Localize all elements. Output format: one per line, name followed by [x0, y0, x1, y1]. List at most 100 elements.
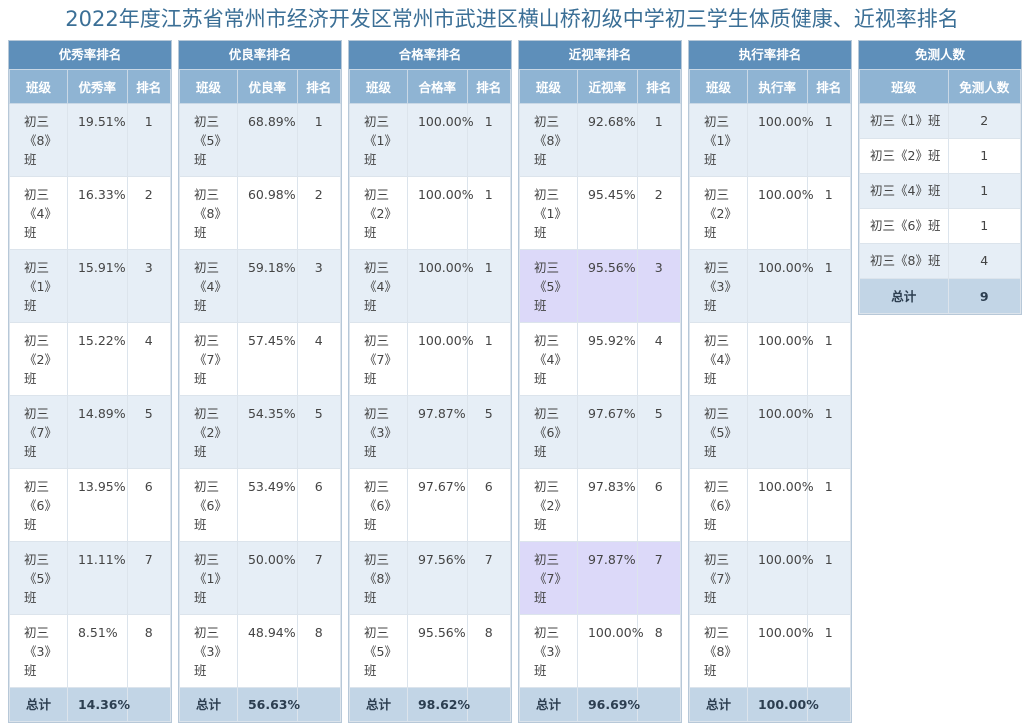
class-cell: 初三《3》班	[519, 614, 578, 688]
pass-rate-table: 班级 合格率 排名 初三《1》班 100.00% 1 初三《2》班 100.00% 1 初三《4》…	[349, 69, 512, 722]
column-header[interactable]: 免测人数	[947, 69, 1022, 104]
pass-rate-panel: 合格率排名 班级 合格率 排名 初三《1》班 100.00% 1 初三《2》班 100.00% 1…	[348, 40, 512, 723]
total-value: 100.00%	[746, 687, 819, 722]
rank-cell: 3	[126, 249, 172, 323]
class-cell: 初三《6》班	[349, 468, 408, 542]
rank-cell: 7	[296, 541, 342, 615]
class-cell: 初三《8》班	[689, 614, 748, 688]
table-row: 初三《5》班 95.56% 8	[349, 614, 512, 688]
rate-cell: 57.45%	[236, 322, 298, 396]
total-label: 总计	[179, 687, 238, 722]
column-header[interactable]: 排名	[296, 69, 342, 104]
table-row: 初三《6》班 100.00% 1	[689, 468, 852, 542]
rank-cell: 5	[296, 395, 342, 469]
table-row: 初三《1》班 15.91% 3	[9, 249, 172, 323]
rank-cell: 1	[466, 103, 512, 177]
total-label: 总计	[349, 687, 408, 722]
rate-cell: 100.00%	[406, 176, 474, 250]
rate-cell: 14.89%	[66, 395, 128, 469]
class-cell: 初三《6》班	[179, 468, 238, 542]
column-header[interactable]: 班级	[519, 69, 578, 104]
rank-cell: 1	[296, 103, 342, 177]
rate-cell: 92.68%	[576, 103, 638, 177]
rank-cell: 1	[126, 103, 172, 177]
class-cell: 初三《3》班	[179, 614, 238, 688]
table-row: 初三《7》班 14.89% 5	[9, 395, 172, 469]
class-cell: 初三《7》班	[519, 541, 578, 615]
column-header[interactable]: 近视率	[576, 69, 638, 104]
table-row: 初三《2》班 54.35% 5	[179, 395, 342, 469]
table-row: 初三《1》班 95.45% 2	[519, 176, 682, 250]
class-cell: 初三《1》班	[9, 249, 68, 323]
table-row: 初三《5》班 68.89% 1	[179, 103, 342, 177]
class-cell: 初三《1》班	[519, 176, 578, 250]
rank-cell: 4	[296, 322, 342, 396]
rate-cell: 100.00%	[746, 249, 814, 323]
excellent-rate-table: 班级 优秀率 排名 初三《8》班 19.51% 1 初三《4》班 16.33% 2 初三《1》班 1…	[9, 69, 172, 722]
rank-cell: 6	[636, 468, 682, 542]
rank-cell: 1	[806, 395, 852, 469]
column-header[interactable]: 优良率	[236, 69, 298, 104]
rank-cell: 4	[126, 322, 172, 396]
column-header[interactable]: 优秀率	[66, 69, 128, 104]
table-row: 初三《6》班 53.49% 6	[179, 468, 342, 542]
rate-cell: 97.56%	[406, 541, 468, 615]
class-cell: 初三《1》班	[859, 103, 949, 139]
class-cell: 初三《4》班	[9, 176, 68, 250]
class-cell: 初三《8》班	[9, 103, 68, 177]
rate-cell: 13.95%	[66, 468, 128, 542]
good-rate-table: 班级 优良率 排名 初三《5》班 68.89% 1 初三《8》班 60.98% 2 初三《4》班 5…	[179, 69, 342, 722]
column-header[interactable]: 班级	[179, 69, 238, 104]
column-header[interactable]: 班级	[9, 69, 68, 104]
table-row: 初三《2》班 15.22% 4	[9, 322, 172, 396]
total-label: 总计	[9, 687, 68, 722]
total-row: 总计 9	[859, 278, 1022, 314]
column-header[interactable]: 排名	[466, 69, 512, 104]
column-header[interactable]: 合格率	[406, 69, 468, 104]
column-header[interactable]: 班级	[689, 69, 748, 104]
class-cell: 初三《2》班	[859, 138, 949, 174]
table-row: 初三《4》班 100.00% 1	[349, 249, 512, 323]
exempt-table: 班级 免测人数 初三《1》班 2 初三《2》班 1 初三《4》班 1 初三《6》班 1 初三《8》班…	[859, 69, 1022, 314]
column-header[interactable]: 班级	[859, 69, 949, 104]
table-row: 初三《4》班 95.92% 4	[519, 322, 682, 396]
rate-cell: 60.98%	[236, 176, 298, 250]
class-cell: 初三《1》班	[179, 541, 238, 615]
rank-cell: 1	[806, 614, 852, 688]
rate-cell: 68.89%	[236, 103, 298, 177]
class-cell: 初三《6》班	[859, 208, 949, 244]
rank-cell: 2	[296, 176, 342, 250]
excellent-rate-panel: 优秀率排名 班级 优秀率 排名 初三《8》班 19.51% 1 初三《4》班 16.33% 2 初三…	[8, 40, 172, 723]
class-cell: 初三《6》班	[689, 468, 748, 542]
column-header[interactable]: 班级	[349, 69, 408, 104]
class-cell: 初三《7》班	[9, 395, 68, 469]
myopia-rate-panel: 近视率排名 班级 近视率 排名 初三《8》班 92.68% 1 初三《1》班 95.45% 2 初三…	[518, 40, 682, 723]
count-cell: 4	[947, 243, 1022, 279]
rate-cell: 100.00%	[406, 322, 474, 396]
table-row: 初三《8》班 92.68% 1	[519, 103, 682, 177]
rate-cell: 100.00%	[746, 322, 814, 396]
column-header[interactable]: 排名	[636, 69, 682, 104]
rate-cell: 16.33%	[66, 176, 128, 250]
total-value: 96.69%	[576, 687, 640, 722]
column-header[interactable]: 执行率	[746, 69, 808, 104]
rank-cell: 3	[636, 249, 682, 323]
rank-cell: 7	[126, 541, 172, 615]
exempt-panel-title: 免测人数	[859, 41, 1021, 69]
rank-cell: 5	[126, 395, 172, 469]
class-cell: 初三《5》班	[519, 249, 578, 323]
column-header[interactable]: 排名	[806, 69, 852, 104]
rate-cell: 100.00%	[576, 614, 644, 688]
table-row: 初三《5》班 95.56% 3	[519, 249, 682, 323]
total-value: 56.63%	[236, 687, 300, 722]
rate-cell: 100.00%	[746, 103, 814, 177]
total-empty	[126, 687, 172, 722]
class-cell: 初三《3》班	[689, 249, 748, 323]
column-header[interactable]: 排名	[126, 69, 172, 104]
count-cell: 1	[947, 208, 1022, 244]
table-row: 初三《1》班 2	[859, 103, 1022, 139]
class-cell: 初三《4》班	[349, 249, 408, 323]
rate-cell: 100.00%	[746, 614, 814, 688]
class-cell: 初三《3》班	[9, 614, 68, 688]
rate-cell: 54.35%	[236, 395, 298, 469]
